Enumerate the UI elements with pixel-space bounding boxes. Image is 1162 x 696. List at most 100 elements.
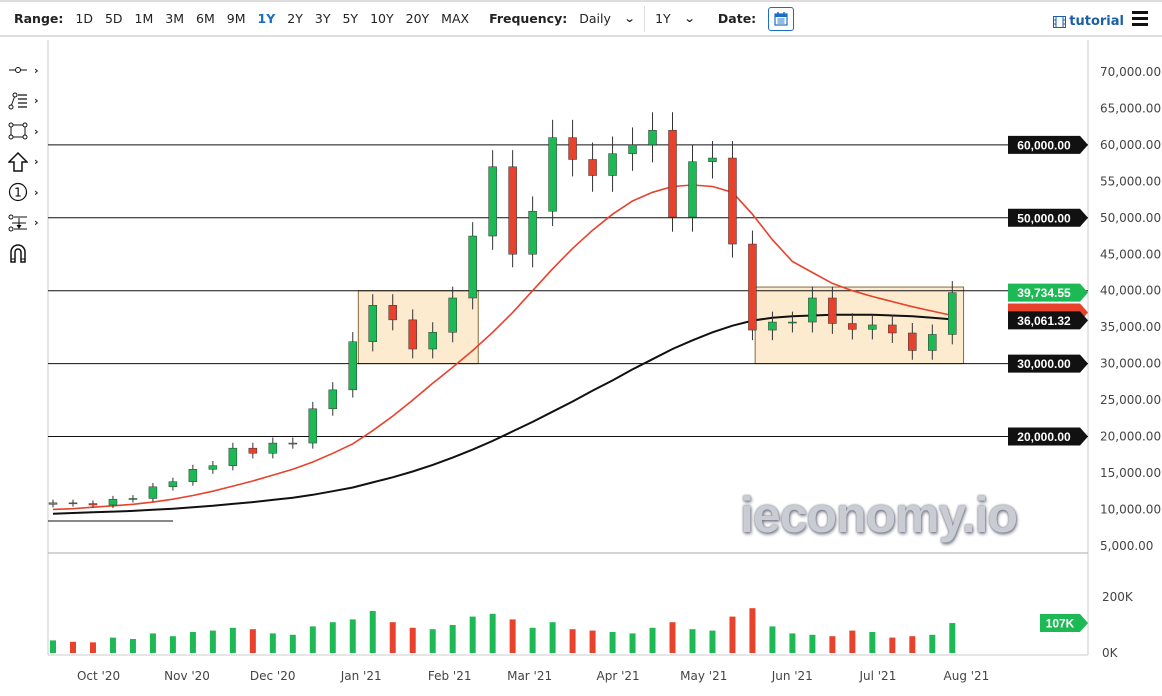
- volume-bar: [409, 627, 416, 653]
- x-tick-label: Nov '20: [164, 669, 210, 683]
- x-tick-label: Jun '21: [771, 669, 813, 683]
- volume-last-label: 107K: [1040, 614, 1088, 633]
- fibonacci-tool-icon: [8, 92, 27, 110]
- fibonacci-tool-button[interactable]: ›: [0, 86, 46, 117]
- candle-body: [468, 235, 477, 299]
- candle-body: [108, 498, 118, 506]
- volume-last-label-text: 107K: [1046, 617, 1075, 631]
- candle: [408, 309, 417, 359]
- candle: [348, 332, 358, 398]
- volume-bar: [349, 619, 356, 653]
- volume-bar: [429, 629, 436, 653]
- range-option-1y[interactable]: 1Y: [257, 11, 276, 26]
- x-tick-label: Jan '21: [340, 669, 382, 683]
- range-option-9m[interactable]: 9M: [226, 11, 246, 26]
- volume-bar: [509, 619, 516, 653]
- candle: [788, 311, 797, 333]
- frequency-select[interactable]: Daily ⌄: [579, 11, 635, 26]
- volume-bar: [569, 629, 576, 653]
- range-option-2y[interactable]: 2Y: [287, 11, 303, 26]
- magnet-icon: [10, 244, 26, 263]
- film-icon: [1053, 15, 1067, 28]
- arrow-tool-button[interactable]: ›: [0, 147, 46, 178]
- candle: [48, 499, 58, 508]
- level-label: 60,000.00: [1008, 135, 1088, 154]
- range-option-6m[interactable]: 6M: [196, 11, 215, 26]
- candle-body: [668, 130, 677, 218]
- volume-bar: [289, 634, 296, 653]
- range-option-3m[interactable]: 3M: [165, 11, 185, 26]
- candle-body: [528, 210, 537, 255]
- level-label-text: 30,000.00: [1017, 357, 1071, 371]
- last-price-label: 39,734.55: [1008, 283, 1088, 302]
- candle-body: [328, 389, 338, 410]
- date-label: Date:: [717, 11, 757, 26]
- candle: [748, 230, 757, 341]
- volume-bar: [629, 633, 636, 653]
- candle-body: [168, 481, 178, 488]
- range-option-5y[interactable]: 5Y: [342, 11, 359, 26]
- range-option-1m[interactable]: 1M: [134, 11, 154, 26]
- range-option-1d[interactable]: 1D: [75, 11, 93, 26]
- volume-bar: [649, 627, 656, 653]
- chevron-right-icon: ›: [34, 216, 39, 230]
- x-tick-label: Jul '21: [858, 669, 896, 683]
- chevron-right-icon: ›: [34, 124, 39, 138]
- x-tick-label: Apr '21: [597, 669, 640, 683]
- volume-bar: [549, 622, 556, 653]
- ma200-label: 36,061.32: [1008, 311, 1088, 330]
- magnet-button[interactable]: [0, 238, 46, 269]
- volume-bar: [529, 627, 536, 653]
- candle-body: [288, 442, 298, 445]
- candle-body: [408, 319, 417, 350]
- tutorial-link[interactable]: tutorial: [1053, 14, 1124, 29]
- range-option-10y[interactable]: 10Y: [370, 11, 394, 26]
- volume-bar: [309, 626, 316, 653]
- candle: [648, 112, 657, 163]
- last-price-label-text: 39,734.55: [1017, 286, 1071, 300]
- y-tick-label: 60,000.00: [1100, 138, 1161, 152]
- y-tick-label: 10,000.00: [1100, 502, 1161, 516]
- volume-tick-label: 0K: [1102, 646, 1119, 660]
- measure-tool-button[interactable]: ›: [0, 208, 46, 239]
- candle: [668, 112, 677, 232]
- range-option-max[interactable]: MAX: [441, 11, 470, 26]
- calendar-icon: [774, 12, 788, 26]
- volume-bar: [69, 641, 76, 653]
- rectangle-tool-button[interactable]: ›: [0, 116, 46, 147]
- volume-bar: [689, 629, 696, 653]
- marker-tool-button[interactable]: 1 ›: [0, 177, 46, 208]
- y-tick-label: 65,000.00: [1100, 101, 1161, 115]
- candle-body: [208, 465, 218, 470]
- volume-bar: [189, 632, 196, 653]
- candle-body: [688, 161, 697, 218]
- volume-bar: [889, 637, 896, 653]
- volume-bar: [129, 639, 136, 653]
- calendar-button[interactable]: [768, 6, 795, 31]
- range-option-20y[interactable]: 20Y: [405, 11, 430, 26]
- range-option-5d[interactable]: 5D: [104, 11, 123, 26]
- range-options: 1D 5D 1M 3M 6M 9M 1Y 2Y 3Y 5Y 10Y 20Y MAX: [69, 11, 475, 26]
- volume-bar: [829, 636, 836, 653]
- range-option-3y[interactable]: 3Y: [314, 11, 331, 26]
- volume-bar: [449, 625, 456, 653]
- candle: [328, 382, 338, 416]
- candle-body: [128, 498, 138, 500]
- hamburger-menu-icon[interactable]: [1132, 11, 1148, 29]
- volume-bar: [669, 622, 676, 653]
- candle: [488, 150, 497, 250]
- candle: [168, 477, 178, 491]
- x-tick-label: Oct '20: [77, 669, 120, 683]
- period-select[interactable]: 1Y ⌄: [655, 11, 695, 26]
- candle-body: [828, 297, 837, 324]
- candle-body: [948, 292, 957, 335]
- volume-bar: [229, 627, 236, 653]
- line-tool-button[interactable]: ›: [0, 55, 46, 86]
- candle: [188, 464, 198, 486]
- candle: [528, 196, 537, 268]
- candle: [888, 314, 897, 343]
- candle: [448, 286, 457, 343]
- volume-bar: [109, 637, 116, 653]
- range-box: [357, 290, 479, 365]
